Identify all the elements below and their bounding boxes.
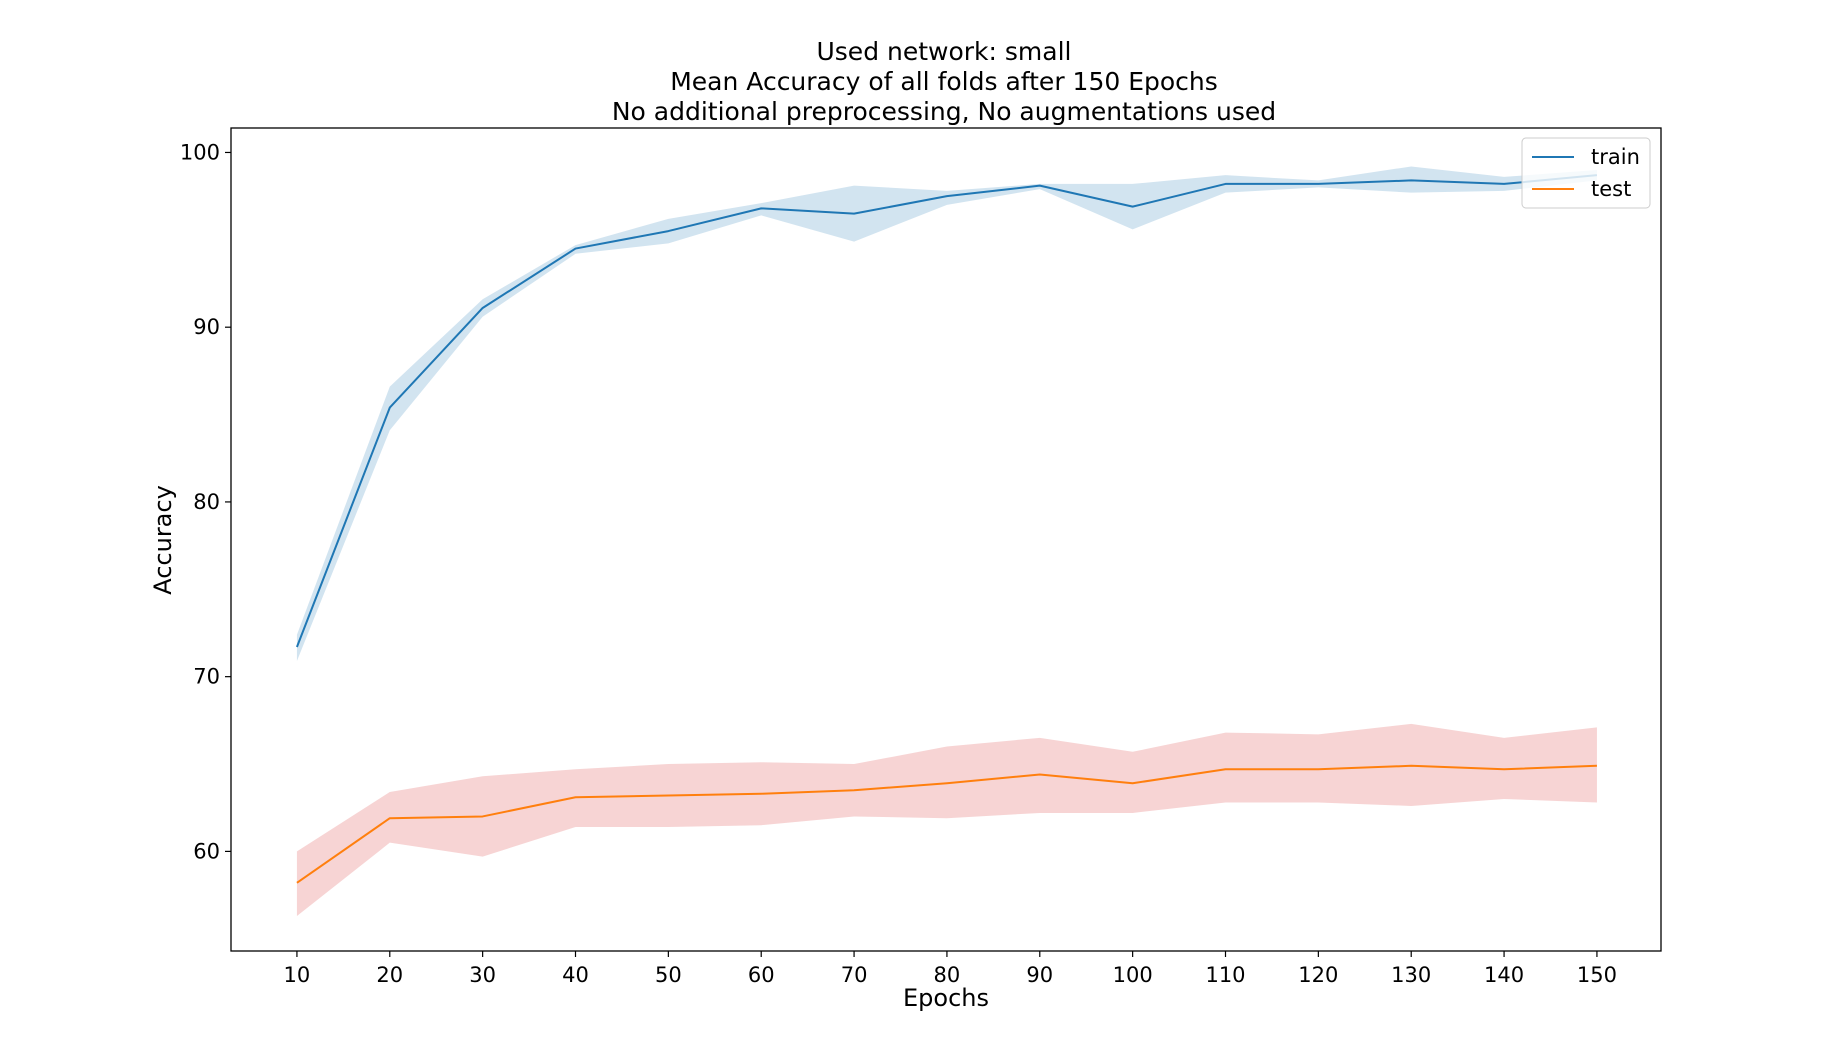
data-point-train xyxy=(1039,185,1041,187)
data-point-test xyxy=(575,796,577,798)
chart-title-line-2: Mean Accuracy of all folds after 150 Epo… xyxy=(670,67,1218,96)
x-tick-label: 10 xyxy=(284,963,311,987)
y-tick-label: 100 xyxy=(180,140,220,164)
legend-box xyxy=(1521,137,1651,209)
series-line-test xyxy=(296,764,1597,884)
data-point-train xyxy=(946,195,948,197)
data-point-test xyxy=(1132,782,1134,784)
confidence-bands xyxy=(296,166,1597,917)
x-tick-label: 70 xyxy=(841,963,868,987)
series-line-train xyxy=(295,174,1598,648)
data-point-test xyxy=(1317,768,1319,770)
y-tick-label: 80 xyxy=(193,490,220,514)
x-tick-label: 40 xyxy=(562,963,589,987)
x-tick-label: 30 xyxy=(469,963,496,987)
data-point-test xyxy=(1503,768,1505,770)
data-point-train xyxy=(1317,183,1319,185)
data-point-test xyxy=(296,882,298,884)
chart-title-line-3: No additional preprocessing, No augmenta… xyxy=(612,97,1276,126)
series-lines xyxy=(295,174,1598,884)
data-point-test xyxy=(760,793,762,795)
data-point-test xyxy=(389,817,391,819)
x-axis: 10 20 30 40 50 60 70 80 90 100 110 120 130 140 150 xyxy=(284,951,1617,987)
data-point-test xyxy=(1596,765,1598,767)
data-point-train xyxy=(853,213,855,215)
data-point-test xyxy=(853,789,855,791)
y-tick-label: 70 xyxy=(193,665,220,689)
x-tick-label: 90 xyxy=(1026,963,1053,987)
data-point-test xyxy=(946,782,948,784)
confidence-band-test xyxy=(296,723,1597,917)
y-axis: 60 70 80 90 100 xyxy=(180,140,231,863)
data-point-train xyxy=(1225,183,1227,185)
data-point-test xyxy=(667,794,669,796)
data-point-test xyxy=(1039,774,1041,776)
data-point-train xyxy=(296,646,298,648)
x-tick-label: 150 xyxy=(1577,963,1617,987)
x-tick-label: 100 xyxy=(1113,963,1153,987)
x-tick-label: 130 xyxy=(1391,963,1431,987)
x-tick-label: 80 xyxy=(934,963,961,987)
x-tick-label: 20 xyxy=(376,963,403,987)
data-point-train xyxy=(1410,179,1412,181)
x-tick-label: 110 xyxy=(1205,963,1245,987)
legend: train test xyxy=(1521,137,1651,209)
x-tick-label: 50 xyxy=(655,963,682,987)
legend-label-test: test xyxy=(1591,177,1631,201)
y-tick-label: 60 xyxy=(193,839,220,863)
y-axis-label: Accuracy xyxy=(149,485,177,595)
data-point-train xyxy=(389,407,391,409)
data-point-train xyxy=(1503,183,1505,185)
plot-area-frame xyxy=(230,127,1662,952)
data-point-train xyxy=(667,230,669,232)
chart-title-line-1: Used network: small xyxy=(816,37,1071,66)
data-point-train xyxy=(760,207,762,209)
data-point-test xyxy=(482,815,484,817)
data-point-train xyxy=(575,248,577,250)
x-axis-label: Epochs xyxy=(903,984,989,1012)
data-point-test xyxy=(1225,768,1227,770)
data-point-train xyxy=(482,307,484,309)
y-tick-label: 90 xyxy=(193,315,220,339)
legend-label-train: train xyxy=(1591,145,1640,169)
x-tick-label: 120 xyxy=(1298,963,1338,987)
x-tick-label: 140 xyxy=(1484,963,1524,987)
data-point-train xyxy=(1132,206,1134,208)
x-tick-label: 60 xyxy=(748,963,775,987)
chart-title: Used network: small Mean Accuracy of all… xyxy=(612,37,1276,126)
data-point-test xyxy=(1410,765,1412,767)
